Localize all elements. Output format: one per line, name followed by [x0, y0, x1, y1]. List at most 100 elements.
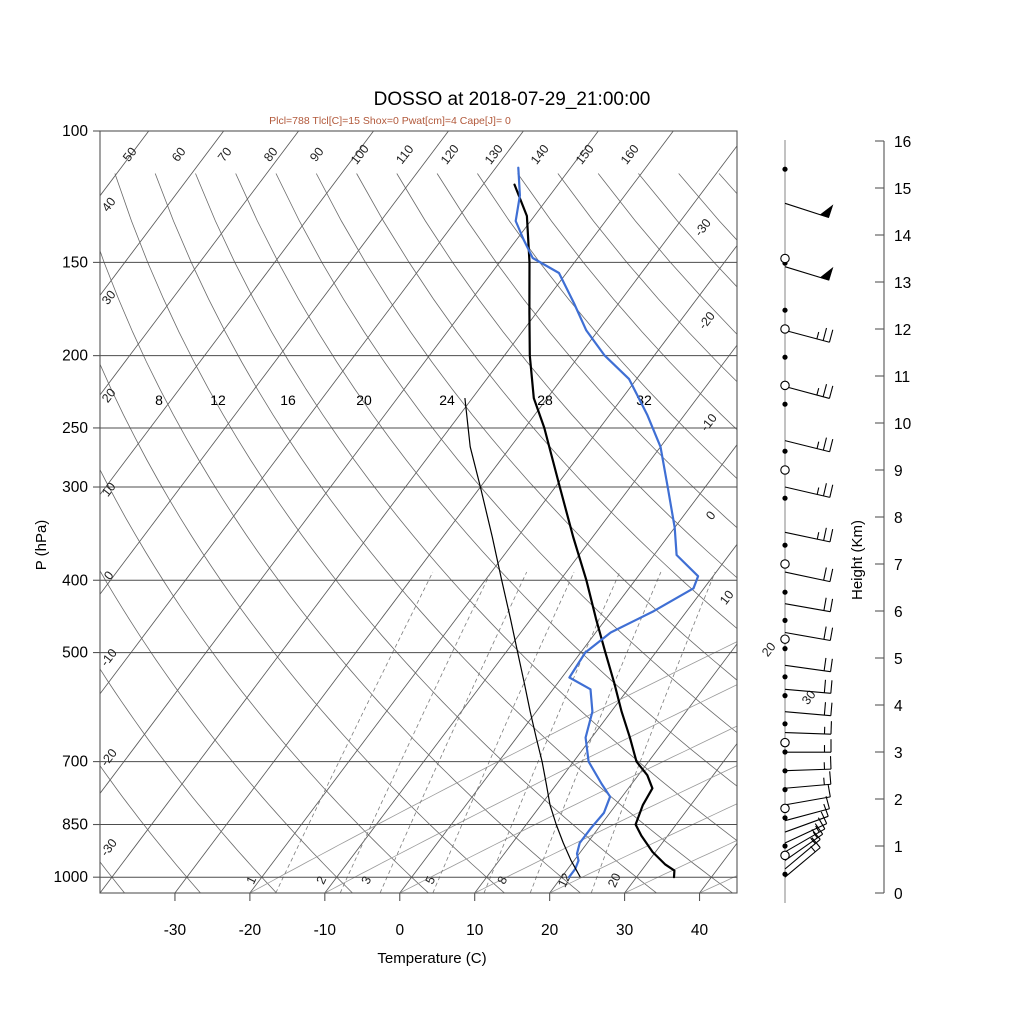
sounding-curves	[464, 166, 700, 879]
wind-barb	[784, 527, 834, 543]
height-marker-ring	[780, 634, 790, 644]
wind-barb	[784, 756, 832, 772]
grid-label: 100	[348, 142, 372, 167]
height-tick-label: 5	[894, 651, 903, 668]
grid-label: -30	[98, 836, 120, 859]
height-marker-dot	[782, 749, 788, 755]
temperature-tick-label: -30	[164, 922, 187, 939]
height-marker-dot	[782, 646, 788, 652]
temperature-tick-label: 40	[691, 922, 709, 939]
height-marker-dot	[782, 843, 788, 849]
height-marker-dot	[782, 166, 788, 172]
pressure-tick-label: 250	[62, 420, 88, 437]
temperature-tick-label: 10	[466, 922, 484, 939]
grid-label: -20	[696, 309, 718, 332]
grid-label: 130	[482, 142, 506, 167]
height-marker-dot	[782, 787, 788, 793]
pressure-tick-label: 1000	[54, 869, 89, 886]
temperature-tick-label: -20	[239, 922, 262, 939]
grid-label: 30	[99, 288, 119, 308]
height-tick-label: 16	[894, 134, 911, 151]
wind-barb	[784, 327, 834, 343]
wind-barb	[784, 702, 833, 717]
plot-frame	[99, 130, 738, 894]
grid-label: 1	[244, 874, 260, 886]
grid-label: 20	[759, 640, 779, 660]
height-marker-ring	[780, 465, 790, 475]
y-axis-label: P (hPa)	[33, 520, 50, 571]
grid-label: 20	[356, 392, 372, 408]
grid-label: 50	[120, 145, 140, 165]
height-marker-dot	[782, 401, 788, 407]
temperature-tick-label: -10	[314, 922, 337, 939]
wind-barb	[784, 567, 834, 583]
height-marker-dot	[782, 589, 788, 595]
grid-label: -30	[692, 216, 714, 239]
height-marker-dot	[782, 815, 788, 821]
temperature-tick-label: 30	[616, 922, 634, 939]
wind-barb	[784, 266, 834, 281]
wind-barb	[784, 811, 828, 844]
height-tick-label: 3	[894, 745, 903, 762]
grid-label: 32	[636, 392, 652, 408]
wind-barb	[784, 437, 834, 453]
grid-label: 12	[210, 392, 226, 408]
pressure-tick-label: 700	[62, 754, 88, 771]
grid-lines	[100, 131, 737, 893]
height-marker-dot	[782, 693, 788, 699]
pressure-tick-label: 500	[62, 645, 88, 662]
wind-barb	[784, 483, 834, 498]
height-marker-ring	[780, 737, 790, 748]
height-tick-label: 8	[894, 510, 903, 527]
height-marker-ring	[780, 850, 790, 861]
height-marker-ring	[780, 803, 790, 814]
wind-barb	[784, 202, 834, 219]
height-marker-dot	[782, 768, 788, 774]
height-marker-ring	[780, 380, 790, 391]
pressure-tick-label: 150	[62, 254, 88, 271]
grid-label: -20	[98, 746, 120, 769]
parcel-path	[464, 398, 581, 878]
grid-label: 80	[261, 145, 281, 165]
height-marker-dot	[782, 354, 788, 360]
grid-label: 28	[537, 392, 553, 408]
pressure-tick-label: 400	[62, 572, 88, 589]
height-marker-dot	[782, 307, 788, 313]
height-tick-label: 0	[894, 886, 903, 903]
grid-label: 8	[155, 392, 163, 408]
wind-barb	[785, 739, 832, 753]
grid-label: 10	[99, 480, 119, 500]
temperature-tick-label: 20	[541, 922, 559, 939]
wind-barb-panel	[780, 140, 834, 903]
grid-label: 8	[495, 874, 511, 886]
wind-barb	[784, 796, 830, 822]
dewpoint-profile	[514, 166, 700, 879]
grid-label: 30	[799, 688, 819, 708]
pressure-tick-label: 850	[62, 817, 88, 834]
grid-label: 60	[169, 145, 189, 165]
pressure-tick-label: 100	[62, 123, 88, 140]
height-marker-dot	[782, 721, 788, 727]
height-marker-dot	[782, 674, 788, 680]
wind-barb	[784, 783, 831, 806]
grid-label: 16	[280, 392, 296, 408]
grid-label: 70	[215, 145, 235, 165]
grid-label: 150	[573, 142, 597, 167]
x-axis-label: Temperature (C)	[377, 950, 486, 967]
grid-label: -10	[698, 411, 720, 434]
temperature-profile	[513, 183, 676, 879]
height-marker-ring	[780, 324, 790, 334]
grid-label: 3	[359, 874, 375, 886]
wind-barb	[784, 679, 833, 694]
height-marker-dot	[782, 495, 788, 501]
pressure-tick-label: 200	[62, 348, 88, 365]
height-tick-label: 7	[894, 557, 903, 574]
height-tick-label: 10	[894, 416, 912, 433]
grid-label: 120	[438, 142, 462, 167]
wind-barb	[784, 803, 829, 833]
grid-label: 10	[717, 588, 737, 608]
height-tick-label: 2	[894, 792, 903, 809]
